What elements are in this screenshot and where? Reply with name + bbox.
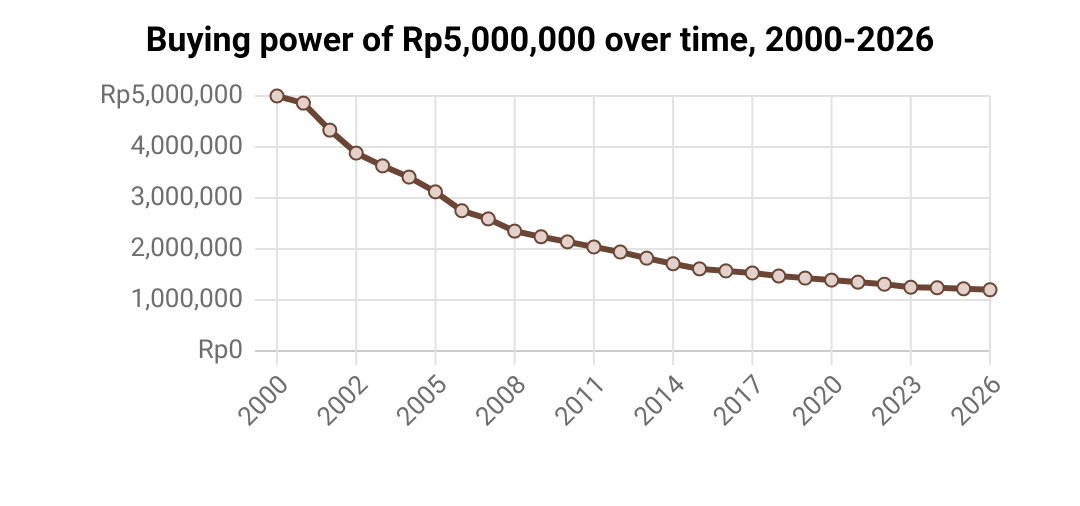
data-point bbox=[559, 234, 575, 250]
data-point bbox=[692, 261, 708, 277]
data-point bbox=[322, 122, 338, 138]
x-tick-label: 2014 bbox=[628, 369, 691, 432]
data-point bbox=[639, 250, 655, 266]
data-point bbox=[454, 203, 470, 219]
data-point bbox=[744, 265, 760, 281]
y-tick-label: Rp5,000,000 bbox=[100, 80, 243, 110]
data-point bbox=[903, 279, 919, 295]
x-tick-label: 2011 bbox=[549, 370, 612, 433]
data-point bbox=[480, 211, 496, 227]
data-point bbox=[533, 229, 549, 245]
data-point bbox=[850, 274, 866, 290]
data-point bbox=[427, 184, 443, 200]
x-tick-label: 2026 bbox=[945, 370, 1008, 433]
data-point bbox=[876, 276, 892, 292]
x-tick-label: 2023 bbox=[866, 370, 929, 433]
chart-title: Buying power of Rp5,000,000 over time, 2… bbox=[146, 20, 935, 60]
data-point bbox=[718, 263, 734, 279]
y-tick-label: 3,000,000 bbox=[130, 182, 243, 212]
x-tick-label: 2002 bbox=[311, 370, 374, 433]
data-point bbox=[348, 145, 364, 161]
data-point bbox=[665, 256, 681, 272]
data-point bbox=[824, 272, 840, 288]
x-tick-label: 2008 bbox=[470, 370, 533, 433]
y-tick-label: 2,000,000 bbox=[130, 233, 243, 263]
data-point bbox=[771, 268, 787, 284]
y-tick-label: Rp0 bbox=[198, 335, 243, 365]
data-line bbox=[276, 93, 991, 293]
x-tick-label: 2017 bbox=[708, 370, 771, 433]
x-tick-label: 2005 bbox=[391, 370, 454, 433]
y-tick-label: 4,000,000 bbox=[130, 131, 243, 161]
data-point bbox=[797, 270, 813, 286]
data-point bbox=[586, 239, 602, 255]
x-tick-label: 2020 bbox=[787, 370, 850, 433]
data-point bbox=[269, 88, 285, 104]
y-tick-label: 1,000,000 bbox=[130, 284, 243, 314]
data-point bbox=[982, 282, 998, 298]
data-point bbox=[507, 223, 523, 239]
x-tick-label: 2000 bbox=[232, 370, 295, 433]
data-point bbox=[375, 158, 391, 174]
data-point bbox=[612, 244, 628, 260]
data-point bbox=[929, 280, 945, 296]
data-point bbox=[295, 95, 311, 111]
data-point bbox=[401, 169, 417, 185]
data-point bbox=[956, 281, 972, 297]
